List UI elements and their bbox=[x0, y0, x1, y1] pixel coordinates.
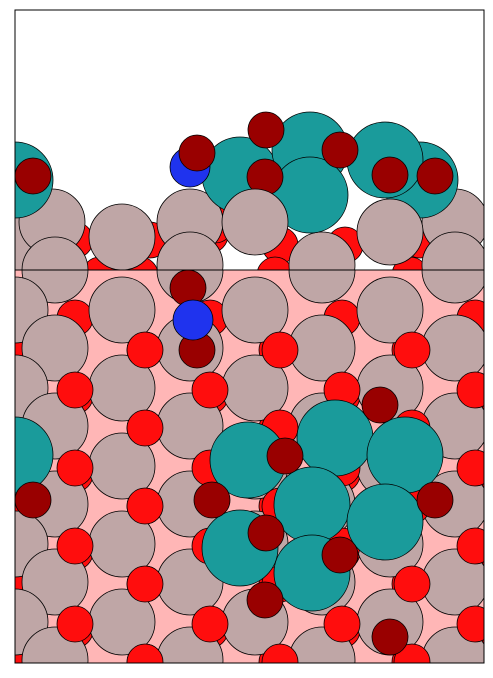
atom bbox=[15, 481, 52, 519]
atom bbox=[88, 203, 156, 270]
atom bbox=[323, 605, 361, 643]
atom bbox=[266, 437, 304, 475]
top-view bbox=[0, 270, 484, 678]
atom bbox=[126, 331, 164, 369]
atom bbox=[371, 156, 409, 194]
atom bbox=[366, 416, 444, 494]
atom bbox=[273, 466, 351, 544]
atom bbox=[421, 231, 484, 270]
atom bbox=[126, 643, 164, 663]
atom bbox=[15, 157, 52, 195]
atom bbox=[191, 605, 229, 643]
atom bbox=[172, 299, 214, 341]
atom bbox=[246, 581, 284, 619]
atom bbox=[456, 605, 484, 643]
side-view bbox=[15, 111, 484, 270]
frame bbox=[14, 9, 485, 664]
atom bbox=[356, 198, 424, 266]
atom bbox=[247, 514, 285, 552]
atom bbox=[126, 487, 164, 525]
atom bbox=[393, 331, 431, 369]
atom bbox=[321, 536, 359, 574]
atom bbox=[247, 111, 285, 149]
atom bbox=[222, 667, 288, 678]
atom bbox=[56, 605, 94, 643]
atom bbox=[361, 386, 399, 424]
atom bbox=[288, 231, 356, 270]
atom bbox=[356, 276, 424, 344]
atom bbox=[193, 481, 231, 519]
atom bbox=[21, 236, 89, 270]
atom bbox=[296, 399, 374, 477]
atom bbox=[321, 131, 359, 169]
atom bbox=[156, 231, 224, 270]
atom bbox=[56, 449, 94, 487]
atom bbox=[288, 270, 356, 304]
atom bbox=[261, 643, 299, 663]
atom bbox=[221, 276, 289, 344]
atom bbox=[191, 371, 229, 409]
atom bbox=[56, 527, 94, 565]
atom bbox=[346, 483, 424, 561]
atom bbox=[257, 256, 293, 270]
atom bbox=[456, 527, 484, 565]
atom bbox=[178, 134, 216, 172]
atom bbox=[261, 331, 299, 369]
atom bbox=[456, 371, 484, 409]
atom bbox=[0, 667, 48, 678]
atom bbox=[421, 314, 484, 382]
atom bbox=[221, 188, 289, 256]
atom bbox=[393, 565, 431, 603]
atom bbox=[357, 667, 423, 678]
atom bbox=[88, 276, 156, 344]
atom bbox=[15, 416, 54, 494]
atom bbox=[89, 667, 155, 678]
atom bbox=[126, 565, 164, 603]
atom bbox=[288, 314, 356, 382]
atom bbox=[371, 618, 409, 656]
atom bbox=[416, 481, 454, 519]
atom bbox=[421, 270, 484, 304]
atom bbox=[56, 371, 94, 409]
atom bbox=[416, 157, 454, 195]
atom bbox=[126, 409, 164, 447]
atom bbox=[456, 449, 484, 487]
